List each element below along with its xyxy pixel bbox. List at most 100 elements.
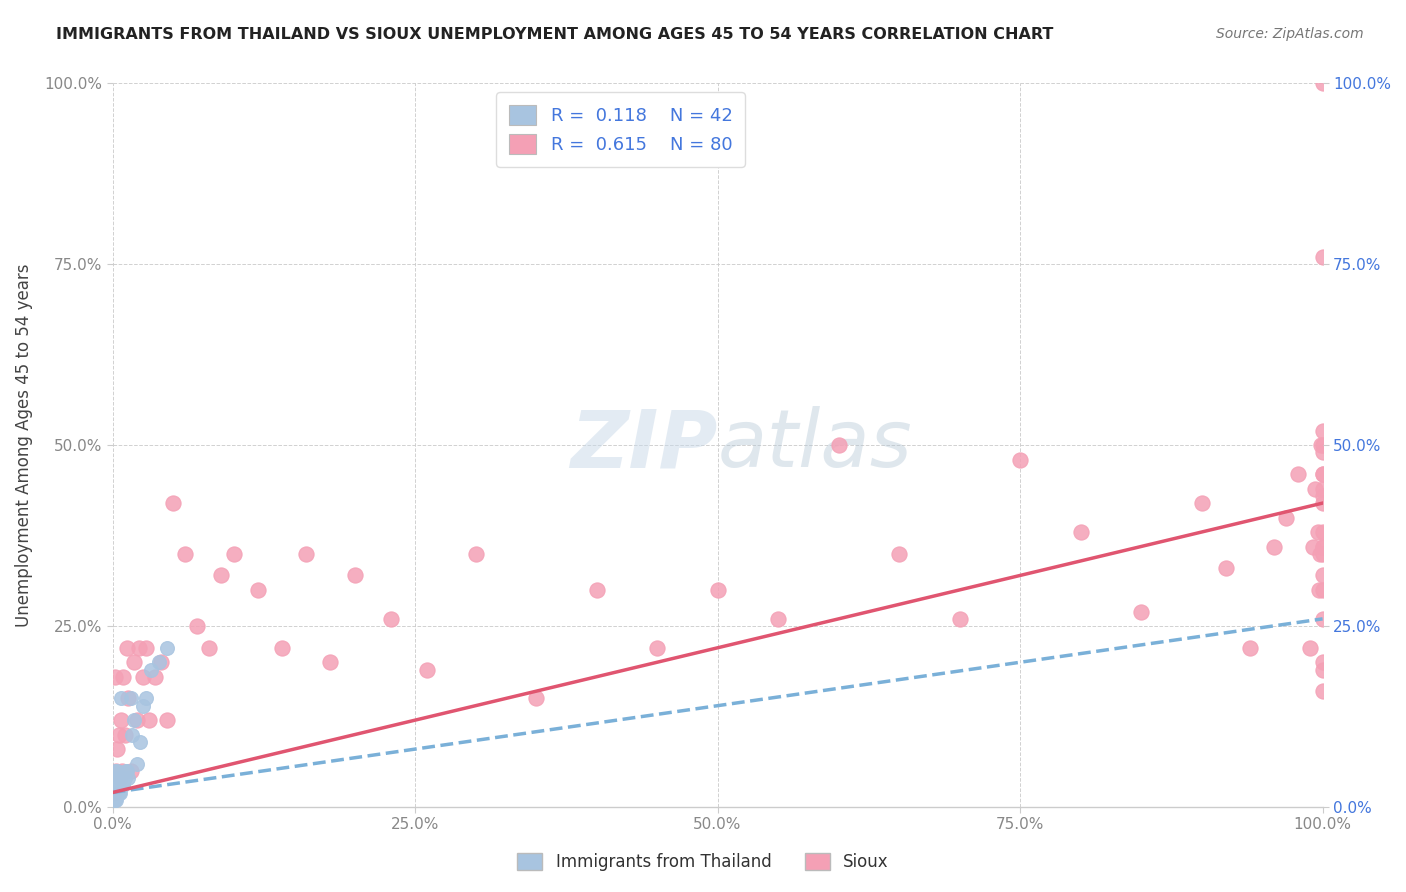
Point: [1286, 467, 1309, 482]
Point: [827, 438, 849, 452]
Point: [1312, 250, 1334, 264]
Point: [1306, 524, 1329, 539]
Point: [149, 655, 172, 669]
Point: [105, 778, 128, 792]
Point: [132, 670, 155, 684]
Point: [222, 547, 245, 561]
Point: [156, 713, 179, 727]
Legend: Immigrants from Thailand, Sioux: Immigrants from Thailand, Sioux: [509, 845, 897, 880]
Point: [104, 764, 127, 778]
Point: [948, 612, 970, 626]
Point: [1312, 663, 1334, 677]
Point: [1130, 605, 1153, 619]
Point: [105, 778, 128, 792]
Point: [103, 778, 125, 792]
Point: [124, 655, 146, 669]
Point: [103, 785, 125, 799]
Point: [1312, 612, 1334, 626]
Point: [105, 778, 128, 792]
Point: [120, 691, 142, 706]
Point: [115, 764, 138, 778]
Point: [343, 568, 366, 582]
Point: [1312, 540, 1334, 554]
Point: [1312, 77, 1334, 91]
Point: [120, 764, 142, 778]
Point: [115, 640, 138, 655]
Point: [464, 547, 486, 561]
Text: Source: ZipAtlas.com: Source: ZipAtlas.com: [1216, 27, 1364, 41]
Point: [1312, 547, 1334, 561]
Point: [1010, 452, 1032, 467]
Point: [1310, 438, 1333, 452]
Point: [524, 691, 547, 706]
Y-axis label: Unemployment Among Ages 45 to 54 years: Unemployment Among Ages 45 to 54 years: [15, 263, 32, 627]
Point: [1312, 684, 1334, 698]
Point: [1312, 467, 1334, 482]
Point: [132, 698, 155, 713]
Point: [1308, 582, 1330, 597]
Point: [1312, 482, 1334, 496]
Point: [111, 771, 134, 785]
Point: [115, 764, 138, 778]
Point: [186, 619, 208, 633]
Point: [125, 756, 148, 771]
Point: [380, 612, 402, 626]
Point: [1312, 582, 1334, 597]
Legend: R =  0.118    N = 42, R =  0.615    N = 80: R = 0.118 N = 42, R = 0.615 N = 80: [496, 93, 745, 167]
Point: [706, 582, 728, 597]
Point: [105, 785, 128, 799]
Point: [105, 742, 128, 756]
Point: [162, 496, 184, 510]
Point: [107, 778, 129, 792]
Point: [103, 785, 125, 799]
Point: [117, 771, 139, 785]
Point: [295, 547, 318, 561]
Point: [1215, 561, 1237, 575]
Point: [111, 764, 134, 778]
Point: [1312, 438, 1334, 452]
Point: [1239, 640, 1261, 655]
Point: [271, 640, 294, 655]
Point: [121, 728, 143, 742]
Point: [110, 778, 132, 792]
Point: [319, 655, 342, 669]
Point: [416, 663, 439, 677]
Point: [114, 771, 136, 785]
Point: [125, 713, 148, 727]
Point: [246, 582, 269, 597]
Point: [156, 640, 179, 655]
Point: [105, 764, 128, 778]
Point: [143, 670, 166, 684]
Point: [1070, 524, 1092, 539]
Point: [1299, 640, 1322, 655]
Point: [174, 547, 197, 561]
Point: [135, 691, 157, 706]
Point: [141, 663, 163, 677]
Point: [1302, 540, 1324, 554]
Point: [1275, 510, 1298, 524]
Point: [104, 793, 127, 807]
Point: [138, 713, 160, 727]
Point: [1312, 445, 1334, 459]
Point: [105, 785, 128, 799]
Point: [1312, 424, 1334, 438]
Point: [112, 670, 135, 684]
Point: [135, 640, 157, 655]
Point: [114, 728, 136, 742]
Point: [124, 713, 146, 727]
Point: [1312, 568, 1334, 582]
Point: [103, 793, 125, 807]
Point: [105, 793, 128, 807]
Text: IMMIGRANTS FROM THAILAND VS SIOUX UNEMPLOYMENT AMONG AGES 45 TO 54 YEARS CORRELA: IMMIGRANTS FROM THAILAND VS SIOUX UNEMPL…: [56, 27, 1053, 42]
Point: [1191, 496, 1213, 510]
Point: [105, 771, 128, 785]
Point: [1305, 482, 1327, 496]
Point: [1263, 540, 1285, 554]
Point: [104, 785, 127, 799]
Point: [148, 655, 170, 669]
Point: [1312, 524, 1334, 539]
Point: [1312, 467, 1334, 482]
Point: [1312, 540, 1334, 554]
Point: [1312, 655, 1334, 669]
Point: [887, 547, 910, 561]
